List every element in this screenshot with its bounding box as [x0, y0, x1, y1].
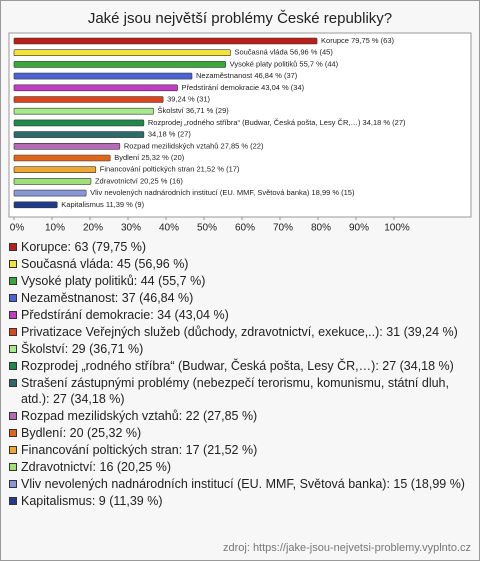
- legend-item: Současná vláda: 45 (56,96 %): [9, 256, 471, 272]
- legend-item: Školství: 29 (36,71 %): [9, 341, 471, 357]
- legend-label: Zdravotnictví: 16 (20,25 %): [21, 460, 172, 474]
- legend-swatch: [9, 362, 17, 370]
- bar-label: Bydlení 25,32 % (20): [114, 153, 185, 162]
- x-tick-label: 50%: [197, 223, 217, 234]
- bar: [13, 84, 178, 92]
- legend-swatch: [9, 260, 17, 268]
- legend-swatch: [9, 429, 17, 437]
- legend-swatch: [9, 412, 17, 420]
- bar-label: 39,24 % (31): [167, 94, 210, 103]
- bar-label: Předstírání demokracie 43,04 % (34): [182, 83, 305, 92]
- bar-label: Financování poltických stran 21,52 % (17…: [100, 165, 240, 174]
- x-tick-label: 0%: [10, 223, 25, 234]
- legend-swatch: [9, 243, 17, 251]
- legend-label: Nezaměstnanost: 37 (46,84 %): [21, 291, 194, 305]
- legend-label: Financování poltických stran: 17 (21,52 …: [21, 443, 258, 457]
- bar-label: Nezaměstnanost 46,84 % (37): [196, 71, 298, 80]
- bar: [13, 61, 226, 68]
- legend-item: Vliv nevolených nadnárodních institucí (…: [9, 476, 471, 492]
- legend-label: Současná vláda: 45 (56,96 %): [21, 257, 189, 271]
- legend-label: Privatizace Veřejných služeb (důchody, z…: [21, 325, 458, 339]
- legend-label: Korupce: 63 (79,75 %): [21, 240, 147, 254]
- legend-swatch: [9, 328, 17, 336]
- bar: [13, 189, 87, 197]
- bar-label: Korupce 79,75 % (63): [321, 36, 394, 45]
- x-tick-label: 70%: [273, 223, 293, 234]
- legend: Korupce: 63 (79,75 %) Současná vláda: 45 …: [9, 239, 471, 510]
- legend-label: Rozpad mezilidských vztahů: 22 (27,85 %): [21, 409, 258, 423]
- legend-item: Vysoké platy politiků: 44 (55,7 %): [9, 273, 471, 289]
- legend-label: Kapitalismus: 9 (11,39 %): [21, 494, 163, 508]
- bar: [13, 143, 121, 150]
- legend-item: Kapitalismus: 9 (11,39 %): [9, 493, 471, 509]
- bar: [13, 131, 145, 138]
- bar-label: Vliv nevolených nadnárodních institucí (…: [90, 188, 355, 197]
- legend-label: Předstírání demokracie: 34 (43,04 %): [21, 308, 229, 322]
- legend-item: Rozprodej „rodného stříbra“ (Budwar, Čes…: [9, 358, 471, 374]
- legend-item: Předstírání demokracie: 34 (43,04 %): [9, 307, 471, 323]
- legend-label: Bydlení: 20 (25,32 %): [21, 426, 142, 440]
- legend-swatch: [9, 463, 17, 471]
- legend-item: Rozpad mezilidských vztahů: 22 (27,85 %): [9, 408, 471, 424]
- bar-label: 34,18 % (27): [148, 130, 191, 139]
- legend-item: Bydlení: 20 (25,32 %): [9, 425, 471, 441]
- bar-label: Rozprodej „rodného stříbra“ (Budwar, Čes…: [148, 118, 406, 127]
- bar-label: Školství 36,71 % (29): [157, 106, 229, 115]
- bar-label: Kapitalismus 11,39 % (9): [61, 200, 144, 209]
- chart: Jaké jsou největší problémy České republ…: [8, 10, 472, 234]
- x-tick-label: 80%: [311, 223, 331, 234]
- legend-swatch: [9, 311, 17, 319]
- x-tick-label: 90%: [349, 223, 369, 234]
- chart-title: Jaké jsou největší problémy České republ…: [88, 10, 392, 27]
- legend-swatch: [9, 497, 17, 505]
- legend-swatch: [9, 277, 17, 285]
- legend-swatch: [9, 480, 17, 488]
- legend-item: Financování poltických stran: 17 (21,52 …: [9, 442, 471, 458]
- bar-label: Zdravotnictví 20,25 % (16): [95, 176, 183, 185]
- source: zdroj: https://jake-jsou-nejvetsi-proble…: [222, 542, 471, 554]
- legend-swatch: [9, 446, 17, 454]
- bar: [13, 119, 145, 127]
- legend-item: Zdravotnictví: 16 (20,25 %): [9, 459, 471, 475]
- legend-item: Korupce: 63 (79,75 %): [9, 239, 471, 255]
- bar: [13, 72, 193, 80]
- bar: [13, 49, 231, 57]
- legend-label: Strašení zástupnými problémy (nebezpečí …: [21, 376, 449, 406]
- legend-swatch: [9, 345, 17, 353]
- legend-item: Nezaměstnanost: 37 (46,84 %): [9, 290, 471, 306]
- legend-label: Rozprodej „rodného stříbra“ (Budwar, Čes…: [21, 359, 454, 373]
- bar: [13, 154, 111, 162]
- bar: [13, 37, 318, 45]
- x-tick-label: 20%: [83, 223, 103, 234]
- x-tick-label: 40%: [159, 223, 179, 234]
- legend-item: Strašení zástupnými problémy (nebezpečí …: [9, 375, 471, 407]
- legend-item: Privatizace Veřejných služeb (důchody, z…: [9, 324, 471, 340]
- bar: [13, 96, 164, 103]
- x-tick-label: 10%: [45, 223, 65, 234]
- legend-swatch: [9, 294, 17, 302]
- bar: [13, 107, 154, 115]
- legend-label: Vliv nevolených nadnárodních institucí (…: [21, 477, 465, 491]
- x-tick-label: 30%: [121, 223, 141, 234]
- legend-label: Školství: 29 (36,71 %): [21, 342, 144, 356]
- bar: [13, 166, 97, 173]
- bar-label: Současná vláda 56,96 % (45): [234, 48, 333, 57]
- x-tick-label: 100%: [384, 223, 410, 234]
- legend-label: Vysoké platy politiků: 44 (55,7 %): [21, 274, 206, 288]
- legend-swatch: [9, 379, 17, 387]
- bar: [13, 178, 92, 185]
- bar-label: Vysoké platy politiků 55,7 % (44): [230, 59, 339, 68]
- x-tick-label: 60%: [235, 223, 255, 234]
- bar: [13, 201, 58, 209]
- bar-label: Rozpad mezilidských vztahů 27,85 % (22): [124, 141, 264, 150]
